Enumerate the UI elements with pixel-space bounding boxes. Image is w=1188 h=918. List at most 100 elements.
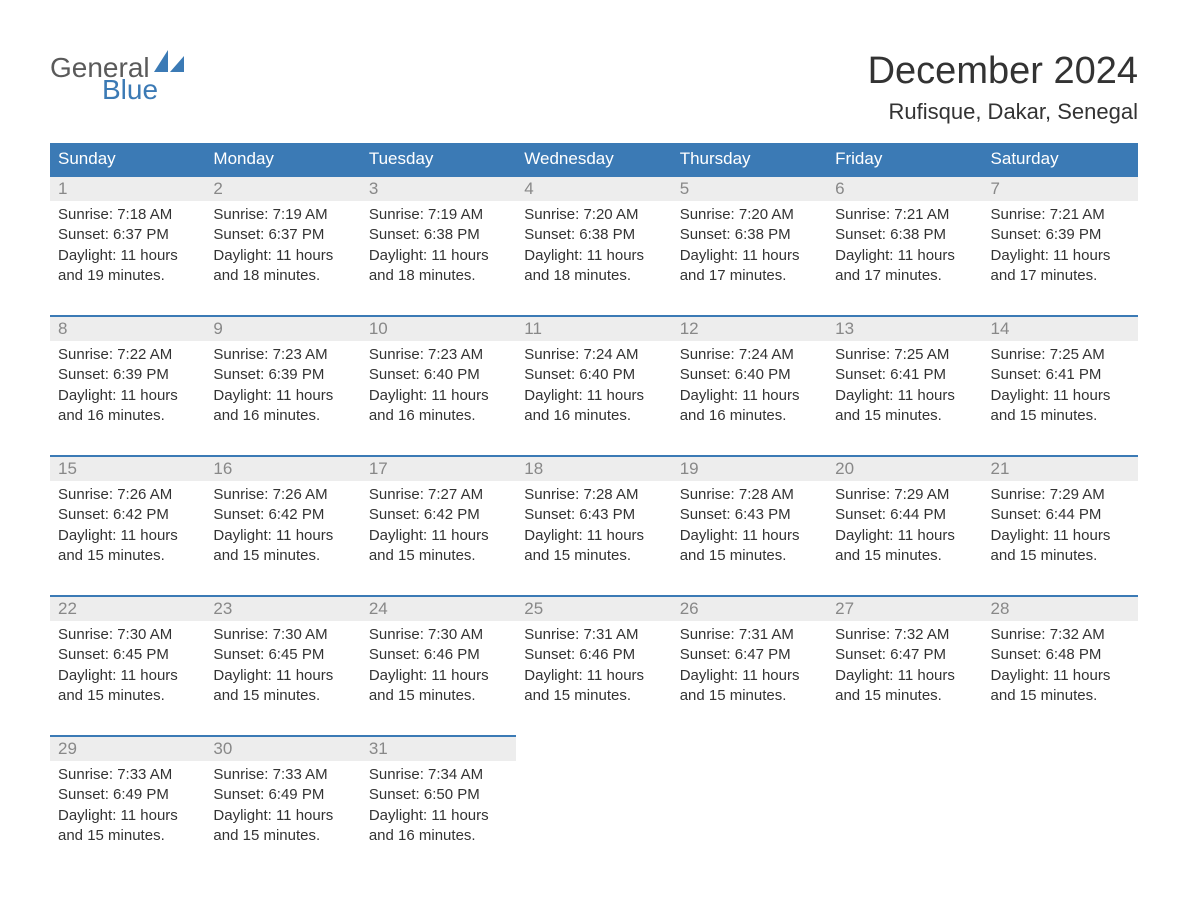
day-sunrise: Sunrise: 7:32 AM xyxy=(835,625,974,645)
day-sunrise: Sunrise: 7:32 AM xyxy=(991,625,1130,645)
day-sunrise: Sunrise: 7:20 AM xyxy=(680,205,819,225)
day-number: 13 xyxy=(827,315,982,341)
day-dl2: and 17 minutes. xyxy=(991,266,1130,286)
day-number: 9 xyxy=(205,315,360,341)
day-body: Sunrise: 7:24 AMSunset: 6:40 PMDaylight:… xyxy=(672,341,827,430)
day-dl2: and 15 minutes. xyxy=(58,686,197,706)
day-dl2: and 15 minutes. xyxy=(58,546,197,566)
day-sunset: Sunset: 6:50 PM xyxy=(369,785,508,805)
day-dl2: and 15 minutes. xyxy=(835,686,974,706)
calendar-day-cell: 2Sunrise: 7:19 AMSunset: 6:37 PMDaylight… xyxy=(205,175,360,315)
day-sunrise: Sunrise: 7:24 AM xyxy=(524,345,663,365)
day-number: 20 xyxy=(827,455,982,481)
day-body: Sunrise: 7:31 AMSunset: 6:46 PMDaylight:… xyxy=(516,621,671,710)
calendar-day-cell: 22Sunrise: 7:30 AMSunset: 6:45 PMDayligh… xyxy=(50,595,205,735)
day-dl1: Daylight: 11 hours xyxy=(58,806,197,826)
weekday-header: Tuesday xyxy=(361,143,516,175)
day-number: 5 xyxy=(672,175,827,201)
day-sunset: Sunset: 6:39 PM xyxy=(58,365,197,385)
day-body: Sunrise: 7:31 AMSunset: 6:47 PMDaylight:… xyxy=(672,621,827,710)
day-sunrise: Sunrise: 7:33 AM xyxy=(213,765,352,785)
day-number: 3 xyxy=(361,175,516,201)
location-text: Rufisque, Dakar, Senegal xyxy=(868,99,1138,125)
day-sunset: Sunset: 6:47 PM xyxy=(680,645,819,665)
day-sunrise: Sunrise: 7:26 AM xyxy=(213,485,352,505)
day-body: Sunrise: 7:27 AMSunset: 6:42 PMDaylight:… xyxy=(361,481,516,570)
day-sunrise: Sunrise: 7:25 AM xyxy=(991,345,1130,365)
day-dl2: and 15 minutes. xyxy=(524,546,663,566)
weekday-header: Sunday xyxy=(50,143,205,175)
day-number: 11 xyxy=(516,315,671,341)
day-sunset: Sunset: 6:38 PM xyxy=(835,225,974,245)
calendar-day-cell: 28Sunrise: 7:32 AMSunset: 6:48 PMDayligh… xyxy=(983,595,1138,735)
calendar-day-cell: 12Sunrise: 7:24 AMSunset: 6:40 PMDayligh… xyxy=(672,315,827,455)
calendar-day-cell: 13Sunrise: 7:25 AMSunset: 6:41 PMDayligh… xyxy=(827,315,982,455)
day-dl2: and 15 minutes. xyxy=(58,826,197,846)
day-body: Sunrise: 7:19 AMSunset: 6:37 PMDaylight:… xyxy=(205,201,360,290)
day-sunrise: Sunrise: 7:19 AM xyxy=(369,205,508,225)
day-body: Sunrise: 7:20 AMSunset: 6:38 PMDaylight:… xyxy=(516,201,671,290)
day-sunrise: Sunrise: 7:30 AM xyxy=(213,625,352,645)
calendar-day-cell: 27Sunrise: 7:32 AMSunset: 6:47 PMDayligh… xyxy=(827,595,982,735)
day-number: 23 xyxy=(205,595,360,621)
day-dl1: Daylight: 11 hours xyxy=(213,806,352,826)
day-body: Sunrise: 7:26 AMSunset: 6:42 PMDaylight:… xyxy=(50,481,205,570)
day-sunrise: Sunrise: 7:21 AM xyxy=(991,205,1130,225)
day-sunrise: Sunrise: 7:34 AM xyxy=(369,765,508,785)
day-dl2: and 15 minutes. xyxy=(835,546,974,566)
day-sunset: Sunset: 6:39 PM xyxy=(213,365,352,385)
day-sunset: Sunset: 6:45 PM xyxy=(213,645,352,665)
day-dl2: and 15 minutes. xyxy=(213,546,352,566)
day-number: 16 xyxy=(205,455,360,481)
day-dl1: Daylight: 11 hours xyxy=(680,526,819,546)
day-sunrise: Sunrise: 7:30 AM xyxy=(58,625,197,645)
day-sunrise: Sunrise: 7:20 AM xyxy=(524,205,663,225)
day-sunset: Sunset: 6:42 PM xyxy=(213,505,352,525)
day-number: 14 xyxy=(983,315,1138,341)
calendar-day-cell: 18Sunrise: 7:28 AMSunset: 6:43 PMDayligh… xyxy=(516,455,671,595)
day-dl1: Daylight: 11 hours xyxy=(369,246,508,266)
day-dl1: Daylight: 11 hours xyxy=(369,526,508,546)
calendar-day-cell: 8Sunrise: 7:22 AMSunset: 6:39 PMDaylight… xyxy=(50,315,205,455)
day-sunrise: Sunrise: 7:29 AM xyxy=(991,485,1130,505)
day-dl2: and 15 minutes. xyxy=(991,406,1130,426)
weekday-header: Thursday xyxy=(672,143,827,175)
day-body: Sunrise: 7:29 AMSunset: 6:44 PMDaylight:… xyxy=(827,481,982,570)
day-dl2: and 15 minutes. xyxy=(524,686,663,706)
day-number: 15 xyxy=(50,455,205,481)
day-sunrise: Sunrise: 7:24 AM xyxy=(680,345,819,365)
day-dl1: Daylight: 11 hours xyxy=(680,386,819,406)
day-number: 1 xyxy=(50,175,205,201)
day-sunset: Sunset: 6:44 PM xyxy=(991,505,1130,525)
day-number: 24 xyxy=(361,595,516,621)
day-dl1: Daylight: 11 hours xyxy=(524,246,663,266)
day-sunset: Sunset: 6:40 PM xyxy=(680,365,819,385)
day-sunrise: Sunrise: 7:19 AM xyxy=(213,205,352,225)
day-number: 22 xyxy=(50,595,205,621)
day-dl2: and 17 minutes. xyxy=(835,266,974,286)
day-dl2: and 16 minutes. xyxy=(369,826,508,846)
title-block: December 2024 Rufisque, Dakar, Senegal xyxy=(868,50,1138,125)
day-body: Sunrise: 7:19 AMSunset: 6:38 PMDaylight:… xyxy=(361,201,516,290)
day-dl1: Daylight: 11 hours xyxy=(369,806,508,826)
day-dl1: Daylight: 11 hours xyxy=(213,666,352,686)
day-number: 30 xyxy=(205,735,360,761)
day-number: 2 xyxy=(205,175,360,201)
month-title: December 2024 xyxy=(868,50,1138,93)
day-number: 31 xyxy=(361,735,516,761)
calendar-day-cell: 29Sunrise: 7:33 AMSunset: 6:49 PMDayligh… xyxy=(50,735,205,875)
calendar-day-cell: 25Sunrise: 7:31 AMSunset: 6:46 PMDayligh… xyxy=(516,595,671,735)
day-dl2: and 19 minutes. xyxy=(58,266,197,286)
weekday-header-row: SundayMondayTuesdayWednesdayThursdayFrid… xyxy=(50,143,1138,175)
day-number: 19 xyxy=(672,455,827,481)
logo-text-blue: Blue xyxy=(102,76,184,104)
day-dl2: and 15 minutes. xyxy=(369,686,508,706)
day-dl2: and 18 minutes. xyxy=(213,266,352,286)
day-body: Sunrise: 7:33 AMSunset: 6:49 PMDaylight:… xyxy=(205,761,360,850)
day-sunset: Sunset: 6:41 PM xyxy=(991,365,1130,385)
day-body: Sunrise: 7:18 AMSunset: 6:37 PMDaylight:… xyxy=(50,201,205,290)
calendar-day-cell: 24Sunrise: 7:30 AMSunset: 6:46 PMDayligh… xyxy=(361,595,516,735)
day-sunset: Sunset: 6:47 PM xyxy=(835,645,974,665)
day-dl1: Daylight: 11 hours xyxy=(991,526,1130,546)
day-sunset: Sunset: 6:40 PM xyxy=(369,365,508,385)
